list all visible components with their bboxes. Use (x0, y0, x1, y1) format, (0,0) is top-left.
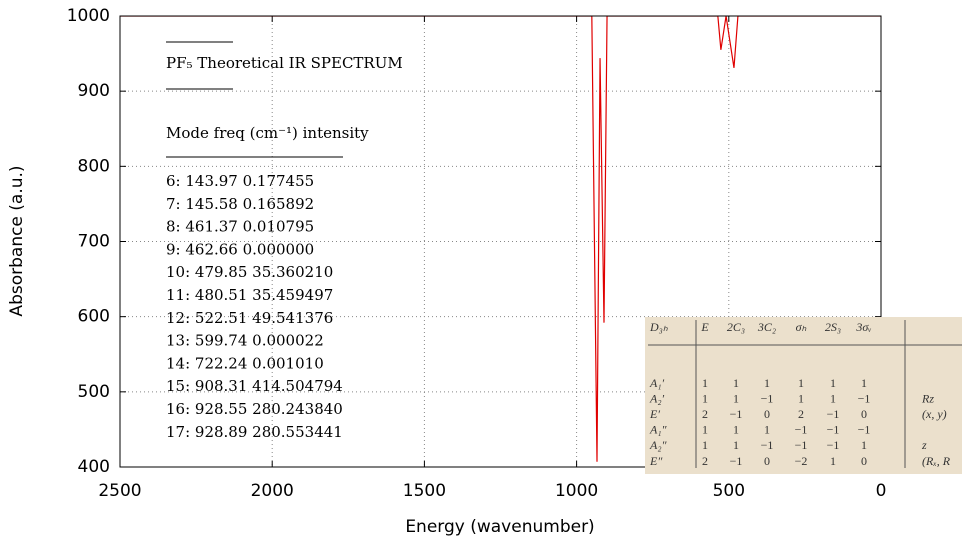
table-cell: E″ (649, 454, 663, 468)
x-tick-label: 500 (713, 481, 745, 501)
annotation-line: 13: 599.74 0.000022 (166, 332, 324, 350)
annotation-header: Mode freq (cm⁻¹) intensity (166, 124, 369, 142)
annotation-line: 14: 722.24 0.001010 (166, 354, 324, 372)
table-cell: 1 (733, 376, 739, 390)
table-cell: 2 (702, 407, 708, 421)
y-tick-label: 500 (78, 382, 110, 402)
table-cell: E′ (649, 407, 660, 421)
x-tick-label: 2000 (251, 481, 294, 501)
annotation-line: 9: 462.66 0.000000 (166, 240, 314, 258)
table-cell: −1 (795, 423, 808, 437)
annotation-line: 8: 461.37 0.010795 (166, 218, 314, 236)
y-tick-label: 400 (78, 457, 110, 477)
table-header-cell: 2C₃ (727, 320, 745, 334)
table-cell: A₁′ (649, 376, 665, 390)
y-tick-label: 800 (78, 156, 110, 176)
table-cell: 1 (702, 391, 708, 405)
table-cell: 0 (764, 454, 770, 468)
x-tick-label: 1500 (403, 481, 446, 501)
table-cell: 2 (798, 407, 804, 421)
table-cell: −1 (761, 391, 774, 405)
table-header-cell: 3C₂ (757, 320, 776, 334)
table-cell: A₂″ (649, 438, 668, 452)
table-cell: −1 (858, 391, 871, 405)
table-cell: A₂′ (649, 391, 665, 405)
table-cell: −2 (795, 454, 808, 468)
table-header-cell: D₃ₕ (649, 320, 668, 334)
annotation-line: 16: 928.55 280.243840 (166, 400, 343, 418)
annotation-line: 6: 143.97 0.177455 (166, 172, 314, 190)
table-header-cell: E (700, 320, 709, 334)
table-cell: z (921, 438, 927, 452)
table-cell: 2 (702, 454, 708, 468)
annotation-line: 17: 928.89 280.553441 (166, 423, 343, 441)
table-cell: 1 (861, 376, 867, 390)
plot-area: 2500 2000 1500 1000 500 040050060070080090010… (67, 6, 887, 501)
table-cell: −1 (827, 407, 840, 421)
table-cell: 1 (830, 376, 836, 390)
table-cell: (x, y) (922, 407, 947, 421)
table-cell: 1 (733, 438, 739, 452)
y-tick-label: 1000 (67, 6, 110, 26)
table-cell: −1 (730, 454, 743, 468)
x-axis-label: Energy (wavenumber) (405, 517, 594, 537)
table-header-cell: σₕ (796, 320, 807, 334)
table-cell: 1 (861, 438, 867, 452)
annotation-line: 7: 145.58 0.165892 (166, 195, 314, 213)
y-tick-label: 600 (78, 307, 110, 327)
table-cell: 1 (830, 454, 836, 468)
annotation-line: 12: 522.51 49.541376 (166, 309, 333, 327)
table-cell: 1 (702, 438, 708, 452)
table-cell: −1 (827, 423, 840, 437)
annotation-line: 11: 480.51 35.459497 (166, 286, 333, 304)
annotation-line: 15: 908.31 414.504794 (166, 377, 343, 395)
table-cell: 0 (861, 454, 867, 468)
annotation-line: 10: 479.85 35.360210 (166, 263, 333, 281)
table-cell: 0 (861, 407, 867, 421)
table-cell: 1 (702, 423, 708, 437)
table-cell: 0 (764, 407, 770, 421)
table-cell: Rz (921, 391, 934, 405)
table-header-cell: 3σᵥ (855, 320, 871, 334)
table-cell: −1 (761, 438, 774, 452)
y-axis-label: Absorbance (a.u.) (7, 165, 27, 316)
x-tick-label: 0 (876, 481, 887, 501)
table-cell: 1 (764, 423, 770, 437)
table-cell: 1 (764, 376, 770, 390)
spectrum-line (120, 16, 881, 462)
annotation-title: PF₅ Theoretical IR SPECTRUM (166, 54, 403, 72)
table-cell: −1 (858, 423, 871, 437)
table-cell: 1 (733, 391, 739, 405)
table-cell: 1 (798, 391, 804, 405)
table-cell: −1 (730, 407, 743, 421)
table-cell: 1 (798, 376, 804, 390)
x-tick-label: 1000 (555, 481, 598, 501)
y-tick-label: 900 (78, 81, 110, 101)
x-tick-label: 2500 (98, 481, 141, 501)
table-cell: 1 (702, 376, 708, 390)
table-cell: 1 (830, 391, 836, 405)
table-background (645, 317, 962, 474)
table-cell: 1 (733, 423, 739, 437)
table-cell: A₁″ (649, 423, 668, 437)
table-cell: −1 (827, 438, 840, 452)
table-cell: (Rₓ, R (922, 454, 951, 468)
plot-frame (119, 15, 882, 468)
y-tick-label: 700 (78, 232, 110, 252)
table-cell: −1 (795, 438, 808, 452)
table-header-cell: 2S₃ (825, 320, 841, 334)
